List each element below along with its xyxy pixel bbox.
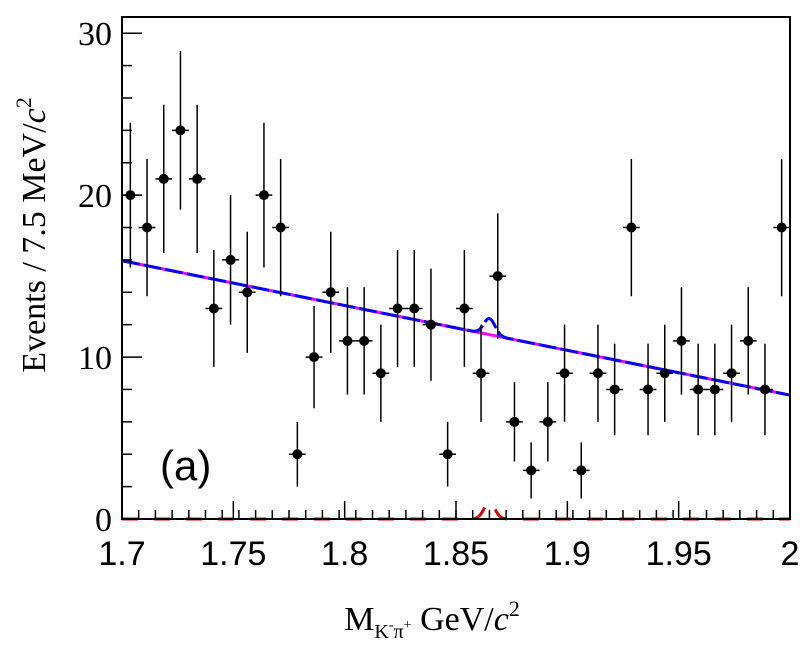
data-point xyxy=(322,231,340,353)
data-point xyxy=(272,158,289,297)
y-tick-label: 10 xyxy=(78,340,112,377)
data-point xyxy=(723,324,740,422)
data-point xyxy=(188,104,206,254)
data-point xyxy=(255,122,273,268)
data-point xyxy=(372,324,390,422)
data-marker xyxy=(359,335,370,346)
y-axis-title: Events / 7.5 MeV/c2 xyxy=(11,97,53,372)
data-point xyxy=(639,343,657,436)
data-marker xyxy=(509,416,520,427)
data-point xyxy=(539,382,557,462)
data-marker xyxy=(743,335,754,346)
data-marker xyxy=(192,173,203,184)
data-point xyxy=(572,442,590,499)
data-marker xyxy=(492,271,503,282)
data-point xyxy=(422,268,440,381)
data-point xyxy=(205,250,223,367)
data-marker xyxy=(309,352,320,363)
plot-content xyxy=(121,51,791,521)
data-marker xyxy=(659,368,670,379)
y-tick-label: 30 xyxy=(78,16,112,53)
data-marker xyxy=(292,449,303,460)
data-point xyxy=(305,305,323,409)
data-marker xyxy=(626,222,637,233)
data-point xyxy=(339,287,356,395)
data-point xyxy=(623,158,640,297)
data-point xyxy=(489,213,507,339)
data-marker xyxy=(375,368,386,379)
data-marker xyxy=(559,368,570,379)
data-marker xyxy=(142,222,153,233)
data-point xyxy=(689,343,707,436)
data-point xyxy=(706,343,724,436)
data-marker xyxy=(342,335,353,346)
data-marker xyxy=(709,384,720,395)
y-tick-label: 20 xyxy=(78,178,112,215)
data-marker xyxy=(542,416,553,427)
data-marker xyxy=(459,303,470,314)
data-point xyxy=(389,250,406,367)
x-tick-label: 1.85 xyxy=(423,535,489,573)
data-point xyxy=(522,442,540,499)
data-point xyxy=(155,104,173,254)
data-marker xyxy=(592,368,603,379)
panel-label: (a) xyxy=(160,442,211,489)
data-marker xyxy=(392,303,403,314)
data-marker xyxy=(325,287,336,298)
data-marker xyxy=(175,125,186,136)
data-marker xyxy=(726,368,737,379)
x-tick-label: 2 xyxy=(781,535,800,573)
data-marker xyxy=(609,384,620,395)
data-marker xyxy=(442,449,453,460)
data-point xyxy=(222,195,239,325)
data-point xyxy=(439,421,456,487)
data-marker xyxy=(225,254,236,265)
data-marker xyxy=(476,368,487,379)
data-marker xyxy=(693,384,704,395)
x-tick-label: 1.75 xyxy=(200,535,266,573)
data-marker xyxy=(208,303,219,314)
total-fit-line xyxy=(121,259,791,397)
data-point xyxy=(405,250,423,367)
data-marker xyxy=(242,287,253,298)
data-point xyxy=(289,421,306,487)
x-tick-label: 1.8 xyxy=(321,535,368,573)
data-marker xyxy=(526,465,537,476)
data-point xyxy=(656,324,674,422)
data-point xyxy=(172,51,189,210)
data-marker xyxy=(275,222,286,233)
data-point xyxy=(556,324,573,422)
data-point xyxy=(589,324,607,422)
data-point xyxy=(238,231,256,353)
plot-frame xyxy=(121,16,791,520)
data-marker xyxy=(676,335,687,346)
data-point xyxy=(673,287,690,395)
data-marker xyxy=(158,173,169,184)
data-point xyxy=(456,250,473,367)
data-marker xyxy=(776,222,787,233)
data-marker xyxy=(643,384,654,395)
data-marker xyxy=(576,465,587,476)
data-point xyxy=(472,324,490,422)
x-axis-title: MK-π+ GeV/c2 xyxy=(344,596,520,643)
data-point xyxy=(606,343,623,436)
data-point xyxy=(506,382,523,462)
x-tick-label: 1.7 xyxy=(98,535,145,573)
x-tick-label: 1.95 xyxy=(646,535,712,573)
data-marker xyxy=(425,319,436,330)
data-marker xyxy=(258,190,269,201)
y-tick-label: 0 xyxy=(95,502,112,539)
data-point xyxy=(756,343,774,436)
data-marker xyxy=(409,303,420,314)
data-point xyxy=(773,158,790,297)
x-tick-label: 1.9 xyxy=(544,535,591,573)
data-marker xyxy=(759,384,770,395)
data-point xyxy=(138,158,156,297)
data-point xyxy=(355,287,373,395)
data-point xyxy=(739,287,757,395)
